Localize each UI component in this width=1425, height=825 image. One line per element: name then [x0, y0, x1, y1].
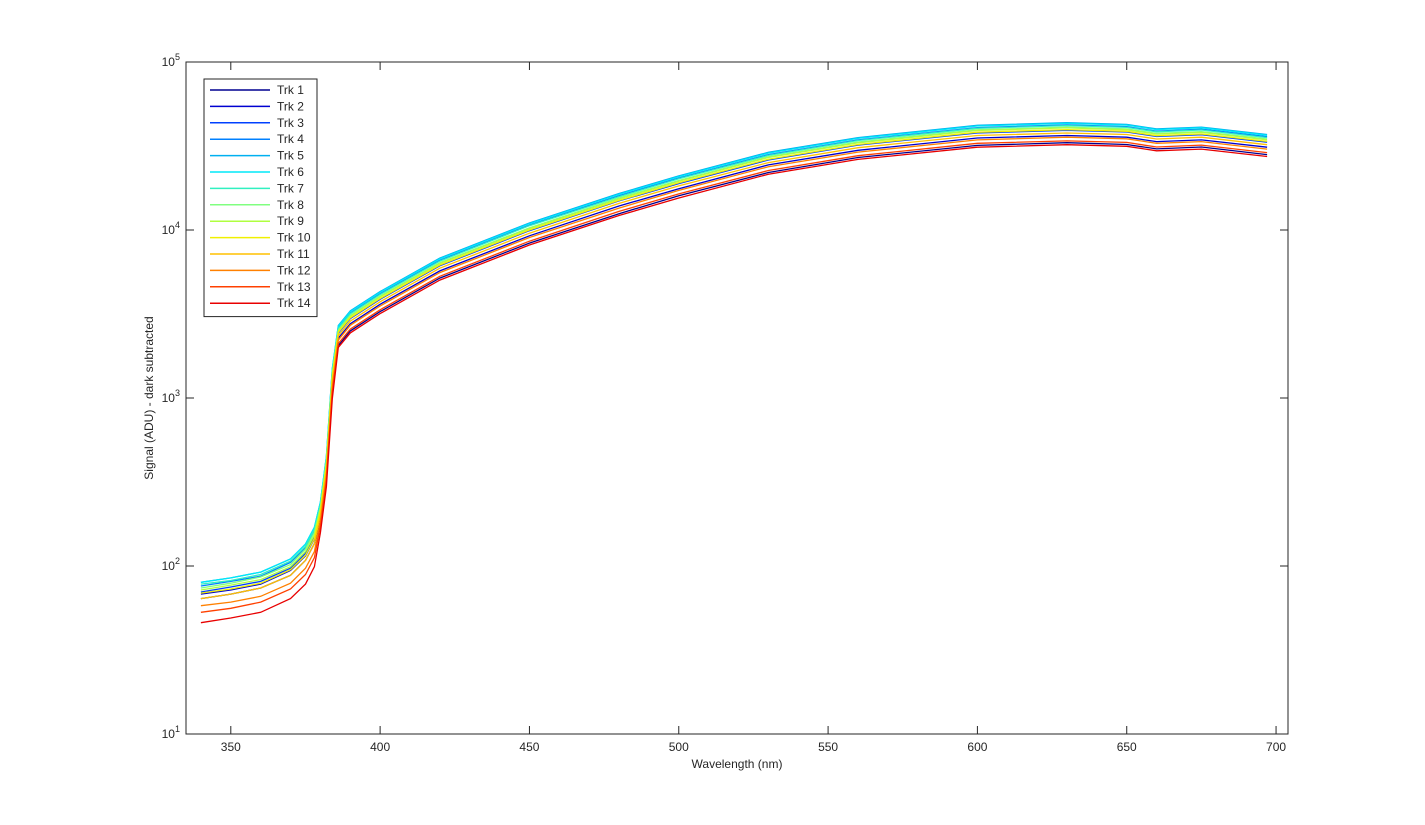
legend-label: Trk 3	[277, 116, 304, 130]
legend: Trk 1 Trk 2 Trk 3 Trk 4 Trk 5 Trk 6 Trk 7 Trk 8…	[203, 78, 318, 318]
y-tick-exponent: 3	[175, 388, 180, 398]
x-tick-label: 450	[519, 740, 539, 754]
legend-label: Trk 4	[277, 132, 304, 146]
y-tick-base: 10	[162, 223, 176, 237]
series-line	[200, 132, 1268, 600]
series-line	[200, 128, 1268, 594]
series-line	[200, 140, 1268, 613]
series-line	[200, 122, 1268, 583]
legend-label: Trk 2	[277, 99, 304, 113]
x-tick-label: 550	[818, 740, 838, 754]
y-tick-base: 10	[162, 391, 176, 405]
x-tick-label: 600	[967, 740, 987, 754]
legend-label: Trk 13	[277, 280, 311, 294]
series-line	[200, 124, 1268, 587]
legend-label: Trk 6	[277, 165, 304, 179]
y-tick-exponent: 4	[175, 220, 180, 230]
x-tick-label: 700	[1266, 740, 1286, 754]
series-line	[200, 126, 1268, 589]
legend-label: Trk 8	[277, 198, 304, 212]
series-line	[200, 127, 1268, 591]
series-line	[200, 124, 1268, 585]
x-axis-label: Wavelength (nm)	[692, 757, 783, 771]
legend-label: Trk 9	[277, 214, 304, 228]
y-axis-label: Signal (ADU) - dark subtracted	[142, 316, 156, 479]
y-tick-label: 101	[162, 724, 180, 741]
x-tick-label: 350	[221, 740, 241, 754]
x-tick-label: 400	[370, 740, 390, 754]
y-tick-exponent: 5	[175, 52, 180, 62]
y-tick-label: 102	[162, 556, 180, 573]
series-line	[200, 136, 1268, 607]
series-line	[200, 129, 1268, 593]
x-tick-label: 500	[669, 740, 689, 754]
legend-label: Trk 10	[277, 231, 311, 245]
x-tick-label: 650	[1117, 740, 1137, 754]
y-tick-base: 10	[162, 55, 176, 69]
y-tick-label: 103	[162, 388, 180, 405]
legend-box	[203, 78, 318, 318]
series-line	[200, 144, 1268, 624]
legend-label: Trk 12	[277, 263, 311, 277]
legend-label: Trk 1	[277, 83, 304, 97]
y-tick-exponent: 1	[175, 724, 180, 734]
legend-label: Trk 11	[277, 247, 310, 261]
y-tick-base: 10	[162, 727, 176, 741]
y-tick-exponent: 2	[175, 556, 180, 566]
legend-label: Trk 7	[277, 181, 304, 195]
y-tick-label: 105	[162, 52, 180, 69]
legend-label: Trk 5	[277, 149, 304, 163]
y-tick-label: 104	[162, 220, 180, 237]
y-tick-base: 10	[162, 559, 176, 573]
legend-label: Trk 14	[277, 296, 311, 310]
